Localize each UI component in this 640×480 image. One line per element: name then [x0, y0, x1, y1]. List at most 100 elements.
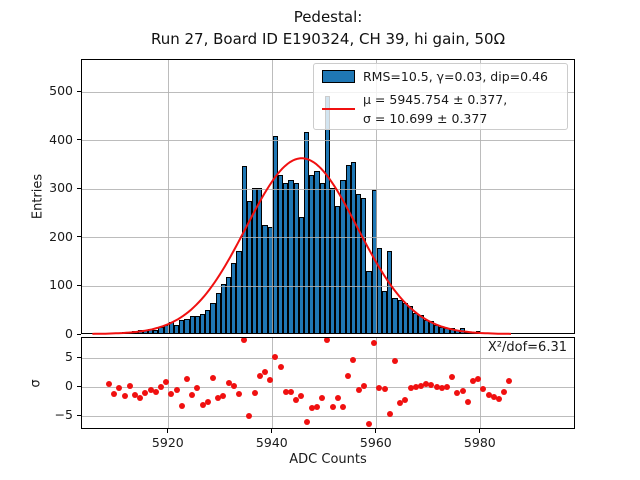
histogram-bar: [200, 314, 206, 333]
y-tick-mark: [77, 236, 81, 238]
grid-line-horizontal: [82, 386, 574, 388]
legend-histogram-swatch: [322, 70, 355, 83]
residual-dot: [350, 357, 357, 364]
histogram-bar: [241, 165, 247, 333]
grid-line-vertical: [480, 338, 482, 428]
legend-histogram-label: RMS=10.5, γ=0.03, dip=0.46: [363, 69, 548, 84]
residual-dot: [340, 403, 347, 410]
residual-dot: [485, 391, 492, 398]
grid-line-vertical: [480, 60, 482, 333]
x-axis-label: ADC Counts: [289, 452, 367, 467]
y-tick-mark: [77, 284, 81, 286]
residual-dot: [449, 374, 456, 381]
histogram-bar: [298, 216, 305, 333]
histogram-bar: [179, 319, 185, 333]
grid-line-horizontal: [82, 285, 574, 287]
residual-dot: [241, 338, 248, 343]
residual-dot: [215, 394, 222, 401]
residual-dot: [152, 388, 159, 395]
histogram-bar: [366, 271, 372, 333]
y-tick-label: −5: [54, 407, 73, 423]
residual-dot: [288, 389, 295, 396]
residual-dot: [158, 384, 165, 391]
residual-dot: [423, 381, 430, 388]
grid-line-horizontal: [82, 188, 574, 190]
residual-dot: [194, 385, 201, 392]
y-tick-label: 0: [65, 326, 73, 341]
residual-dot: [236, 391, 243, 398]
y-tick-mark: [77, 333, 81, 335]
residual-dot: [267, 376, 274, 383]
residual-dot: [199, 402, 206, 409]
legend-fit-label: μ = 5945.754 ± 0.377, σ = 10.699 ± 0.377: [363, 90, 507, 128]
y-tick-label: 200: [49, 228, 73, 244]
title-line-1: Pedestal:: [293, 8, 363, 26]
residual-dot: [262, 369, 269, 376]
x-tick-label: 5940: [255, 435, 288, 450]
y-tick-mark: [77, 139, 81, 141]
y-tick-label: 300: [49, 180, 73, 196]
histogram-bar: [272, 136, 279, 333]
residual-dot: [324, 338, 331, 344]
y-tick-label: 0: [65, 378, 73, 394]
figure-title: Pedestal: Run 27, Board ID E190324, CH 3…: [81, 6, 575, 50]
histogram-bar: [314, 171, 320, 333]
grid-line-vertical: [376, 338, 378, 428]
residual-dot: [506, 378, 513, 385]
grid-line-horizontal: [82, 357, 574, 359]
residual-dot: [490, 394, 497, 400]
residual-dot: [256, 373, 263, 380]
residual-dot: [412, 384, 419, 391]
histogram-bar: [189, 316, 195, 333]
grid-line-vertical: [376, 60, 378, 333]
histogram-bar: [194, 315, 201, 333]
residual-dot: [303, 418, 310, 425]
grid-line-horizontal: [82, 237, 574, 239]
y-tick-mark: [77, 356, 81, 358]
histogram-bar: [382, 291, 388, 333]
residual-dot: [137, 395, 144, 402]
residual-dot: [225, 379, 232, 386]
grid-line-vertical: [272, 338, 274, 428]
residual-dot: [376, 385, 383, 392]
histogram-bar: [335, 206, 341, 333]
residual-dot: [111, 391, 118, 398]
residual-dot: [402, 396, 409, 403]
residual-dot: [366, 421, 373, 428]
histogram-bar: [236, 251, 242, 333]
histogram-bar: [174, 325, 180, 333]
histogram-bar: [309, 174, 315, 333]
residual-dot: [246, 413, 253, 420]
residual-dot: [106, 381, 113, 388]
residual-dot: [308, 404, 315, 411]
histogram-bar: [205, 309, 211, 333]
x-tick-label: 5960: [359, 435, 392, 450]
residual-dot: [116, 385, 123, 392]
histogram-bar: [418, 314, 424, 333]
histogram-bar: [262, 224, 268, 333]
residual-dot: [371, 339, 378, 346]
grid-line-horizontal: [82, 140, 574, 142]
x-tick-mark: [479, 429, 481, 433]
residual-dot: [132, 391, 139, 398]
x-tick-label: 5920: [151, 435, 184, 450]
residual-dot: [438, 385, 445, 392]
histogram-bar: [392, 298, 398, 333]
residual-dot: [147, 386, 154, 393]
fit-curve-path: [92, 157, 512, 335]
y-tick-mark: [77, 385, 81, 387]
histogram-bar: [361, 197, 367, 333]
residual-dot: [501, 389, 508, 396]
legend: RMS=10.5, γ=0.03, dip=0.46 μ = 5945.754 …: [313, 63, 568, 130]
histogram-bar: [283, 183, 289, 333]
histogram-bar: [226, 276, 232, 333]
chi2-annotation: X²/dof=6.31: [487, 340, 567, 355]
grid-line-vertical: [168, 60, 170, 333]
y-tick-mark: [77, 187, 81, 189]
residual-dot: [475, 376, 482, 383]
residual-dot: [121, 393, 128, 400]
histogram-bar: [376, 248, 383, 333]
residual-dot: [272, 354, 279, 361]
